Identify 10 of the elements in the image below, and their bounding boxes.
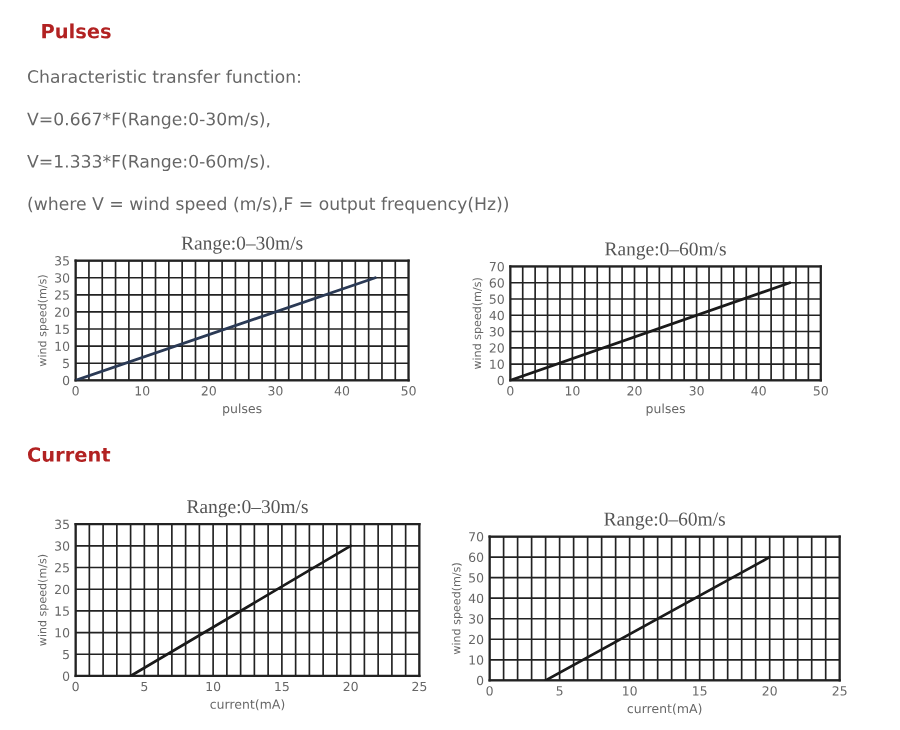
text: V=0.667*F(Range:0-30m/s),	[27, 112, 270, 129]
chart-title: Range:0–30m/s	[181, 236, 303, 254]
chart-title: Range:0–60m/s	[605, 242, 726, 260]
chart-title: Range:0–60m/s	[604, 512, 725, 530]
text: Current	[27, 447, 111, 462]
text: (where V = wind speed (m/s),F = output frequency(Hz))	[28, 196, 508, 214]
chart-title: Range:0–30m/s	[187, 500, 308, 518]
text: Characteristic transfer function:	[27, 69, 300, 84]
text: Pulses	[42, 23, 111, 39]
text: V=1.333*F(Range:0-60m/s).	[27, 154, 270, 172]
